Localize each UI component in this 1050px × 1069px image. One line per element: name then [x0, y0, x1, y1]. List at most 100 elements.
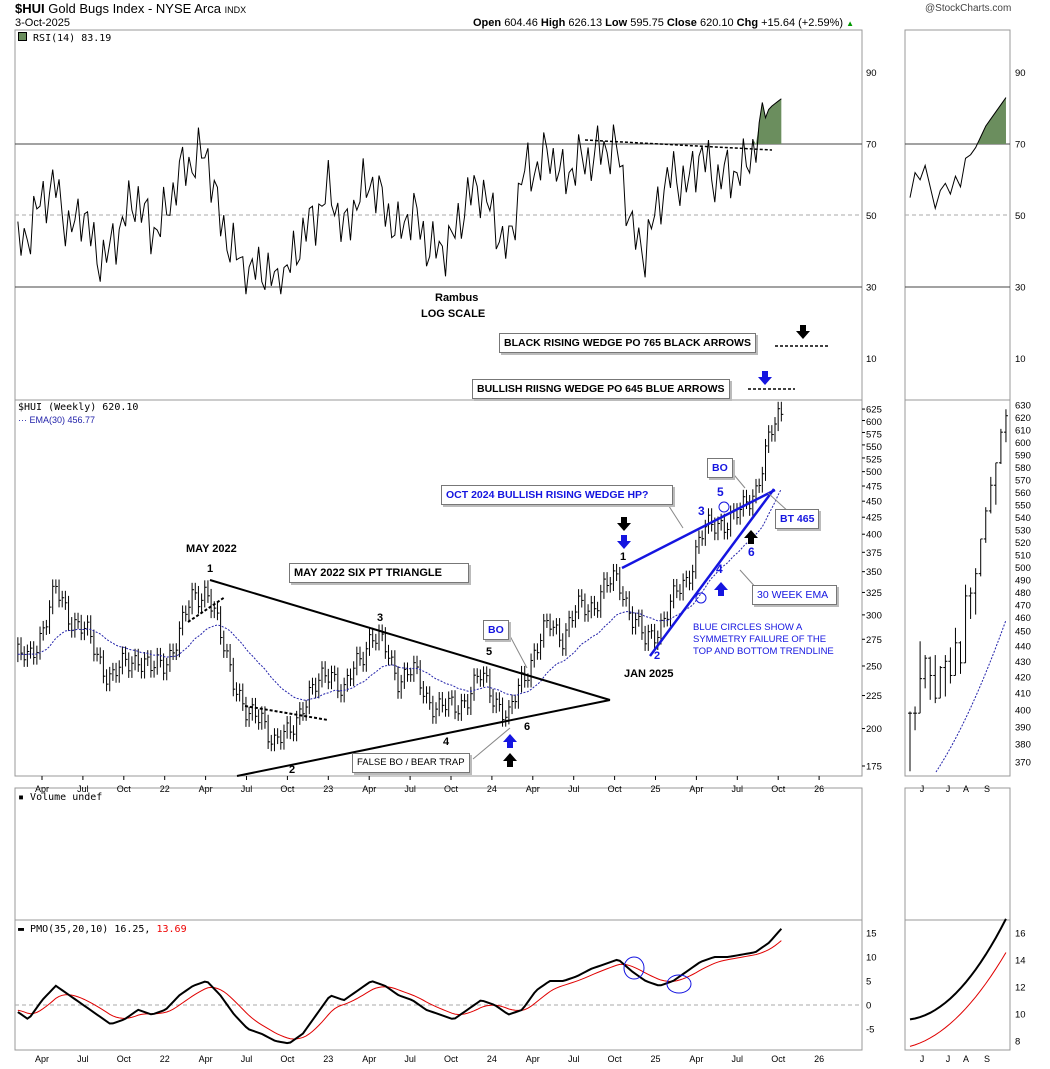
price-tick-label: 275 — [866, 635, 882, 646]
chg-label: Chg — [736, 17, 759, 29]
zoom-rsi-line — [909, 97, 1007, 211]
zoom-panel-frame — [904, 787, 1011, 921]
pmo-x-tick-label: Oct — [444, 1054, 459, 1064]
zoom-pmo-line — [909, 918, 1007, 1021]
tri-point-6: 6 — [524, 721, 531, 733]
callout-pointer — [509, 635, 528, 669]
pmo-x-tick-label: 24 — [487, 1054, 497, 1064]
x-tick-label: Jul — [568, 784, 580, 794]
symmetry-circle — [623, 956, 645, 980]
exchange: INDX — [224, 5, 247, 15]
zoom-pmo-tick-label: 16 — [1015, 929, 1026, 940]
pmo-signal-line — [17, 940, 782, 1040]
pmo-x-tick-label: Apr — [689, 1054, 703, 1064]
pmo-x-tick-label: 22 — [160, 1054, 170, 1064]
black-down-arrow-icon — [796, 325, 810, 339]
wedge-point-4: 4 — [716, 562, 723, 576]
rsi-tick-label: 70 — [866, 140, 877, 151]
bt-465-note: BT 465 — [775, 509, 820, 529]
symmetry-circle — [718, 501, 730, 513]
price-tick-label: 425 — [866, 513, 882, 524]
x-tick-label: 24 — [487, 784, 497, 794]
price-tick-label: 500 — [866, 467, 882, 478]
price-tick-label: 250 — [866, 661, 882, 672]
pmo-x-tick-label: 23 — [323, 1054, 333, 1064]
tri-point-1: 1 — [207, 563, 214, 575]
x-tick-label: Oct — [117, 784, 132, 794]
zoom-price-tick-label: 440 — [1015, 641, 1031, 652]
zoom-price-tick-label: 500 — [1015, 563, 1031, 574]
zoom-pmo-x-tick-label: J — [946, 1054, 951, 1064]
index-name: Gold Bugs Index - NYSE Arca — [48, 1, 221, 16]
price-tick-label: 525 — [866, 455, 882, 466]
chg-value: +15.64 (+2.59%) — [761, 17, 844, 29]
black-up-arrow-icon — [744, 530, 758, 544]
zoom-price-tick-label: 510 — [1015, 551, 1031, 562]
tri-point-5: 5 — [486, 646, 493, 658]
blue-up-arrow-icon — [714, 582, 728, 596]
zoom-x-tick-label: S — [984, 784, 990, 794]
price-tick-label: 475 — [866, 482, 882, 493]
price-tick-label: 575 — [866, 430, 882, 441]
pmo-x-tick-label: Jul — [732, 1054, 744, 1064]
zoom-price-tick-label: 450 — [1015, 626, 1031, 637]
zoom-pmo-x-tick-label: J — [920, 1054, 925, 1064]
main-panel-frame — [14, 399, 863, 777]
zoom-pmo-tick-label: 10 — [1015, 1010, 1026, 1021]
zoom-price-tick-label: 520 — [1015, 538, 1031, 549]
ohlc-readout: Open 604.46 High 626.13 Low 595.75 Close… — [473, 17, 854, 30]
wedge-lower-line — [648, 488, 776, 657]
price-tick-label: 350 — [866, 567, 882, 578]
price-tick-label: 550 — [866, 442, 882, 453]
bo-note-2: BO — [707, 458, 733, 478]
x-tick-label: 26 — [814, 784, 824, 794]
zoom-pmo-x-tick-label: S — [984, 1054, 990, 1064]
chart-date: 3-Oct-2025 — [15, 17, 71, 29]
price-tick-label: 200 — [866, 724, 882, 735]
zoom-price-tick-label: 390 — [1015, 722, 1031, 733]
black-up-arrow-icon — [503, 753, 517, 767]
rsi-dashed-trendline — [584, 139, 773, 151]
open-label: Open — [473, 17, 502, 29]
blue-down-arrow-icon — [758, 371, 772, 385]
zoom-price-tick-label: 570 — [1015, 476, 1031, 487]
zoom-price-tick-label: 430 — [1015, 657, 1031, 668]
zoom-price-tick-label: 490 — [1015, 576, 1031, 587]
zoom-rsi-tick-label: 30 — [1015, 283, 1026, 294]
ema-legend-text: EMA(30) 456.77 — [29, 415, 96, 425]
ema-30-line — [17, 488, 782, 701]
zoom-pmo-tick-label: 14 — [1015, 956, 1026, 967]
rambus-label: Rambus — [435, 292, 479, 304]
wedge-point-6: 6 — [748, 545, 755, 559]
x-tick-label: 25 — [650, 784, 660, 794]
main-panel-frame — [14, 919, 863, 1051]
symmetry-circle — [695, 592, 707, 604]
pmo-line — [17, 928, 783, 1045]
oct-2024-wedge-note: OCT 2024 BULLISH RISING WEDGE HP? — [441, 485, 673, 505]
zoom-x-tick-label: A — [963, 784, 969, 794]
low-value: 595.75 — [630, 17, 664, 29]
callout-pointer — [472, 727, 511, 760]
zoom-price-tick-label: 480 — [1015, 588, 1031, 599]
30-week-ema-note: 30 WEEK EMA — [752, 585, 837, 605]
pmo-tick-label: 0 — [866, 1001, 871, 1012]
pmo-x-tick-label: Jul — [568, 1054, 580, 1064]
price-tick-label: 600 — [866, 417, 882, 428]
wedge-point-2: 2 — [654, 650, 661, 662]
x-tick-label: Oct — [444, 784, 459, 794]
tri-point-3: 3 — [377, 612, 384, 624]
x-tick-label: Jul — [241, 784, 253, 794]
price-tick-label: 450 — [866, 497, 882, 508]
rsi-overbought-fill — [752, 98, 782, 144]
price-tick-label: 625 — [866, 405, 882, 416]
x-tick-label: 22 — [160, 784, 170, 794]
rsi-legend-text: RSI(14) 83.19 — [33, 33, 112, 44]
false-bo-note: FALSE BO / BEAR TRAP — [352, 753, 470, 773]
copyright: @StockCharts.com — [925, 3, 1012, 14]
triangle-lower-line — [236, 699, 611, 777]
zoom-price-tick-label: 540 — [1015, 513, 1031, 524]
log-scale-label: LOG SCALE — [421, 308, 486, 320]
blue-circles-note: BLUE CIRCLES SHOW A SYMMETRY FAILURE OF T… — [693, 622, 834, 658]
wedge-upper-line — [621, 488, 776, 570]
